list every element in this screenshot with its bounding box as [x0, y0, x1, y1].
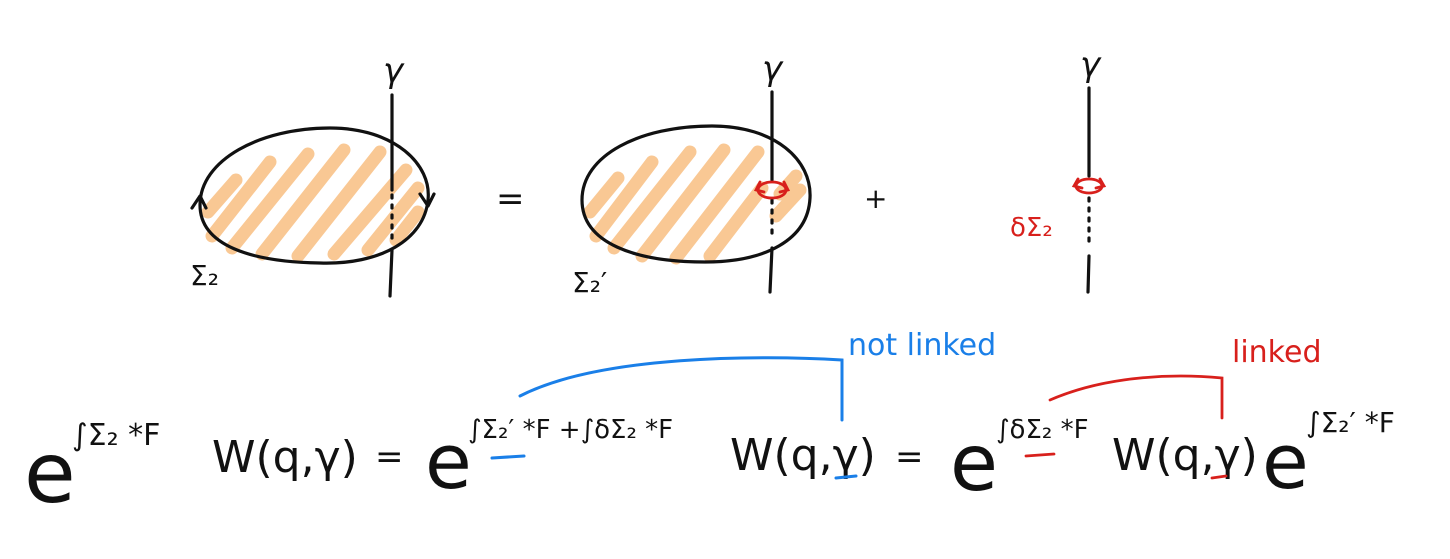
right-red-loop: [1074, 177, 1104, 195]
term1-wilson-loop: W(q,γ): [212, 432, 358, 483]
middle-gamma-line-bottom: [768, 246, 774, 294]
term2-blue-underline: [490, 454, 526, 460]
left-hatch: [201, 143, 425, 263]
term2-base: e: [425, 417, 472, 506]
left-gamma-label: γ: [383, 51, 405, 91]
equation-equals-1: =: [375, 437, 404, 477]
left-sigma-label: Σ₂: [190, 259, 219, 292]
term3-exponent: ∫δΣ₂ *F: [996, 415, 1089, 445]
right-gamma-line-bottom: [1086, 254, 1091, 294]
right-red-arrow: [1071, 177, 1084, 190]
panel-plus-sign: +: [864, 182, 887, 215]
term1-exponent: ∫Σ₂ *F: [72, 418, 160, 453]
term2-exponent: ∫Σ₂′ *F +∫δΣ₂ *F: [468, 415, 673, 445]
right-panel: γ δΣ₂: [1010, 45, 1107, 294]
panel-equals-sign: =: [496, 179, 525, 219]
not-linked-bracket: [518, 356, 844, 422]
left-panel: γ Σ₂: [190, 51, 436, 298]
term3-red-underline-gamma: [1210, 474, 1228, 480]
term4-base: e: [1262, 417, 1309, 506]
right-delta-sigma-label: δΣ₂: [1010, 213, 1053, 243]
term3-red-underline: [1024, 452, 1056, 458]
right-red-arrow-2: [1094, 177, 1107, 190]
right-gamma-label: γ: [1080, 45, 1102, 85]
linked-label: linked: [1232, 335, 1322, 370]
term2-blue-underline-gamma: [834, 474, 858, 480]
equation-equals-2: =: [895, 437, 924, 477]
middle-hatch: [583, 143, 807, 265]
linked-bracket: [1048, 374, 1224, 420]
equation: e ∫Σ₂ *F W(q,γ) = e ∫Σ₂′ *F +∫δΣ₂ *F W(q…: [24, 406, 1395, 522]
middle-red-arrow-2: [778, 180, 791, 194]
term4-exponent: ∫Σ₂′ *F: [1306, 406, 1395, 439]
middle-sigma-label: Σ₂′: [572, 266, 607, 299]
middle-red-arrow: [753, 180, 766, 194]
left-arrow-tick-2: [418, 192, 436, 208]
middle-panel: γ Σ₂′: [572, 49, 812, 299]
middle-ellipse: [580, 124, 812, 264]
left-arrow-tick: [190, 194, 208, 210]
term3-base: e: [950, 419, 998, 509]
term2-wilson-loop: W(q,γ): [730, 430, 876, 481]
term3-wilson-loop: W(q,γ): [1112, 430, 1258, 481]
left-ellipse: [198, 126, 430, 265]
left-gamma-line-bottom: [388, 248, 394, 298]
term1-base: e: [24, 424, 76, 522]
not-linked-label: not linked: [848, 328, 996, 363]
middle-gamma-label: γ: [762, 49, 784, 89]
